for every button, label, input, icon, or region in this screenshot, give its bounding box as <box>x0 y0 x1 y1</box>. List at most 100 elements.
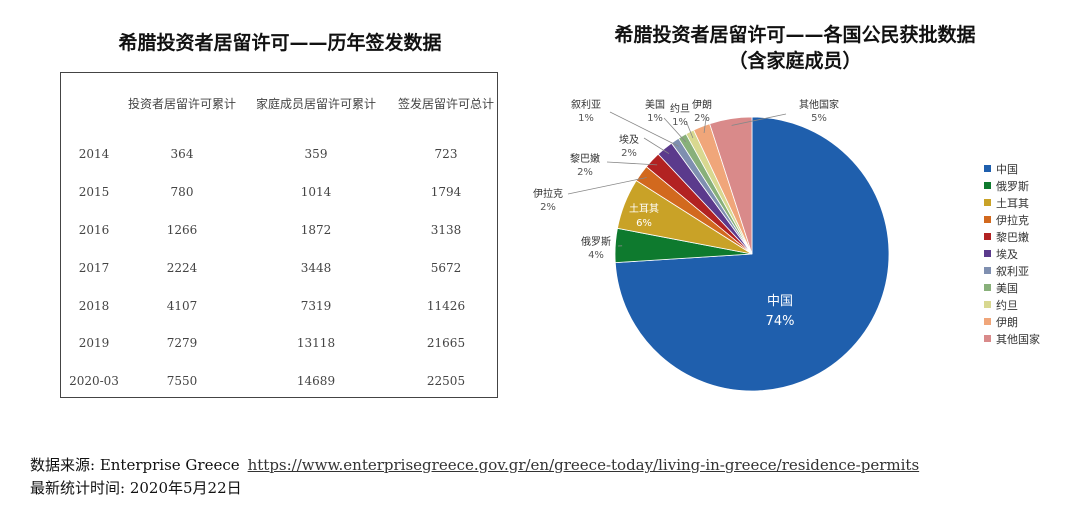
legend-item-伊朗: 伊朗 <box>984 313 1040 330</box>
pie-leader-伊拉克 <box>567 177 647 195</box>
cell-total: 1794 <box>430 184 462 199</box>
cell-year: 2017 <box>78 260 110 275</box>
legend-swatch <box>984 335 991 342</box>
pie-label-中国: 中国 <box>767 294 793 309</box>
pie-legend: 中国俄罗斯土耳其伊拉克黎巴嫩埃及叙利亚美国 约旦伊朗其他国家 <box>984 160 1040 347</box>
source-url-link[interactable]: https://www.enterprisegreece.gov.gr/en/g… <box>247 456 920 474</box>
pie-leader-其他国家 <box>731 113 787 126</box>
pie-label-黎巴嫩: 黎巴嫩 <box>570 152 600 165</box>
cell-year: 2014 <box>78 146 110 161</box>
legend-label: 俄罗斯 <box>996 179 1029 193</box>
pie-percent-美国: 1% <box>647 113 663 124</box>
cell-family: 359 <box>304 146 328 161</box>
legend-item-土耳其: 土耳其 <box>984 194 1040 211</box>
table-row: 2017 2224 3448 5672 <box>61 249 497 287</box>
legend-swatch <box>984 284 991 291</box>
header-family-cumulative: 家庭成员居留许可累计 <box>255 96 376 111</box>
table-row: 2015 780 1014 1794 <box>61 173 497 211</box>
cell-total: 22505 <box>426 374 466 389</box>
cell-investor: 7550 <box>166 374 198 389</box>
pie-leader-埃及 <box>643 137 670 155</box>
cell-investor: 364 <box>170 146 194 161</box>
legend-swatch <box>984 199 991 206</box>
cell-total: 723 <box>434 146 458 161</box>
legend-item-中国: 中国 <box>984 160 1040 177</box>
header-total-issued: 签发居留许可总计 <box>397 96 494 111</box>
legend-item-黎巴嫩: 黎巴嫩 <box>984 228 1040 245</box>
pie-label-约旦: 约旦 <box>670 102 690 115</box>
cell-investor: 7279 <box>166 336 198 351</box>
legend-swatch <box>984 233 991 240</box>
source-note: 数据来源: Enterprise Greece https://www.enter… <box>30 454 919 500</box>
cell-family: 1014 <box>300 184 332 199</box>
pie-percent-土耳其: 6% <box>636 218 652 229</box>
cell-year: 2016 <box>78 222 110 237</box>
cell-investor: 4107 <box>166 298 198 313</box>
pie-label-叙利亚: 叙利亚 <box>571 98 601 111</box>
cell-total: 5672 <box>430 260 462 275</box>
pie-percent-伊朗: 2% <box>694 113 710 124</box>
legend-label: 伊拉克 <box>996 213 1029 227</box>
legend-label: 埃及 <box>996 247 1018 261</box>
pie-percent-中国: 74% <box>766 314 795 329</box>
legend-item-其他国家: 其他国家 <box>984 330 1040 347</box>
legend-label: 美国 <box>996 281 1018 295</box>
table-row: 2019 7279 13118 21665 <box>61 324 497 362</box>
pie-percent-叙利亚: 1% <box>578 113 594 124</box>
legend-item-俄罗斯: 俄罗斯 <box>984 177 1040 194</box>
legend-swatch <box>984 301 991 308</box>
cell-family: 7319 <box>300 298 332 313</box>
table-row: 2020-03 7550 14689 22505 <box>61 362 497 400</box>
pie-percent-俄罗斯: 4% <box>588 250 604 261</box>
cell-family: 1872 <box>300 222 332 237</box>
cell-investor: 2224 <box>166 260 198 275</box>
pie-leader-伊朗 <box>703 117 707 134</box>
legend-label: 其他国家 <box>996 332 1040 346</box>
legend-label: 黎巴嫩 <box>996 230 1029 244</box>
legend-label: 伊朗 <box>996 315 1018 329</box>
cell-investor: 780 <box>170 184 194 199</box>
source-updated-date: 最新统计时间: 2020年5月22日 <box>30 479 242 497</box>
legend-label: 土耳其 <box>996 196 1029 210</box>
pie-leader-黎巴嫩 <box>606 161 658 166</box>
legend-label: 叙利亚 <box>996 264 1029 278</box>
cell-total: 11426 <box>426 298 466 313</box>
legend-label: 中国 <box>996 162 1018 176</box>
cell-total: 21665 <box>426 336 466 351</box>
legend-swatch <box>984 318 991 325</box>
legend-item-约旦: 约旦 <box>984 296 1040 313</box>
source-label: 数据来源: Enterprise Greece <box>30 456 240 474</box>
table-row: 2016 1266 1872 3138 <box>61 211 497 249</box>
table-header-row: 投资者居留许可累计 家庭成员居留许可累计 签发居留许可总计 <box>61 73 497 135</box>
pie-leader-美国 <box>663 117 687 143</box>
pie-label-埃及: 埃及 <box>619 133 639 146</box>
legend-swatch <box>984 165 991 172</box>
pie-label-伊朗: 伊朗 <box>692 99 712 111</box>
pie-percent-其他国家: 5% <box>811 113 827 124</box>
legend-swatch <box>984 216 991 223</box>
pie-title-line1: 希腊投资者居留许可——各国公民获批数据 <box>614 24 976 46</box>
cell-year: 2015 <box>78 184 110 199</box>
legend-item-伊拉克: 伊拉克 <box>984 211 1040 228</box>
cell-family: 3448 <box>300 260 332 275</box>
pie-percent-埃及: 2% <box>621 148 637 159</box>
cell-year: 2020-03 <box>69 374 119 389</box>
pie-label-土耳其: 土耳其 <box>629 202 659 215</box>
table-title: 希腊投资者居留许可——历年签发数据 <box>118 32 442 54</box>
pie-leader-叙利亚 <box>609 111 680 147</box>
pie-percent-约旦: 1% <box>672 117 688 128</box>
pie-percent-黎巴嫩: 2% <box>577 167 593 178</box>
pie-title-line2: （含家庭成员） <box>728 50 862 72</box>
legend-swatch <box>984 250 991 257</box>
legend-item-美国: 美国 <box>984 279 1040 296</box>
pie-title: 希腊投资者居留许可——各国公民获批数据 （含家庭成员） <box>560 22 1030 74</box>
cell-year: 2018 <box>78 298 110 313</box>
cell-investor: 1266 <box>166 222 198 237</box>
pie-percent-伊拉克: 2% <box>540 202 556 213</box>
pie-label-伊拉克: 伊拉克 <box>533 187 563 200</box>
permits-table: 投资者居留许可累计 家庭成员居留许可累计 签发居留许可总计 2014 364 3… <box>61 73 497 400</box>
table-row: 2018 4107 7319 11426 <box>61 287 497 325</box>
pie-label-其他国家: 其他国家 <box>799 98 839 111</box>
permits-table-box: 投资者居留许可累计 家庭成员居留许可累计 签发居留许可总计 2014 364 3… <box>60 72 498 398</box>
